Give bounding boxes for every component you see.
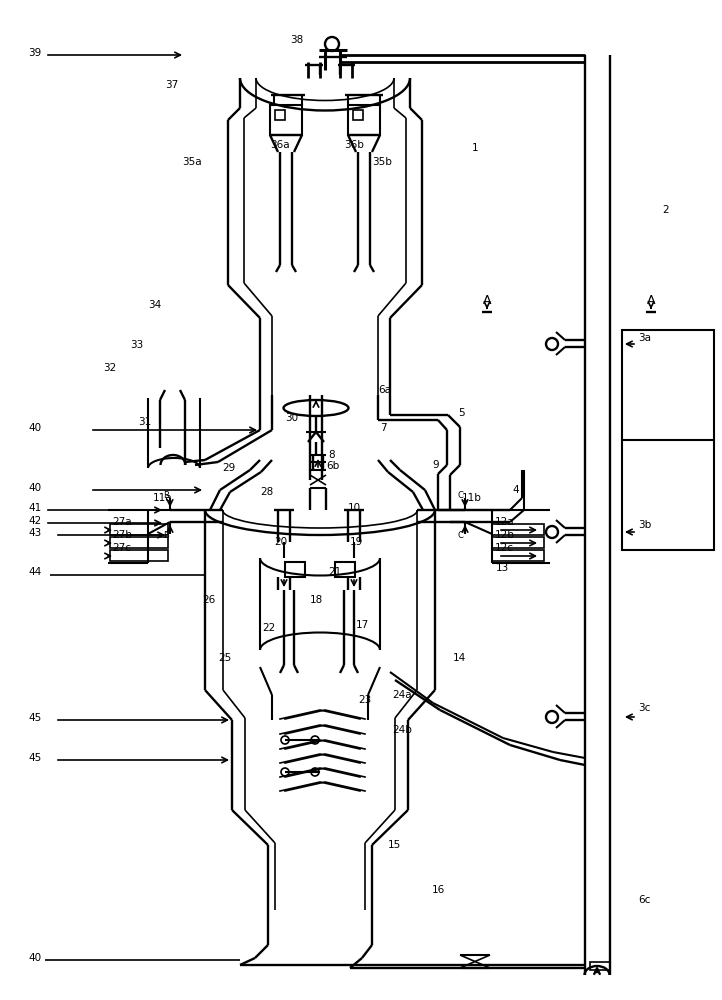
Bar [590, 962, 610, 970]
Text: 36a: 36a [270, 140, 290, 150]
Text: 37: 37 [165, 80, 178, 90]
Bar [275, 110, 285, 120]
Text: 20: 20 [274, 537, 287, 547]
Text: 38: 38 [290, 35, 303, 45]
Text: 31: 31 [138, 417, 151, 427]
Text: 10: 10 [348, 503, 361, 513]
Text: 22: 22 [262, 623, 275, 633]
Text: 24a: 24a [392, 690, 412, 700]
Text: 7: 7 [380, 423, 386, 433]
Text: 12b: 12b [495, 530, 515, 540]
Text: 13: 13 [496, 563, 509, 573]
Text: 27b: 27b [112, 530, 132, 540]
Text: 21: 21 [328, 567, 342, 577]
Text: 41: 41 [28, 503, 41, 513]
Bar [492, 537, 544, 548]
Text: 3a: 3a [638, 333, 651, 343]
Bar [492, 524, 544, 535]
Text: 26: 26 [202, 595, 215, 605]
Text: 40: 40 [28, 423, 41, 433]
Text: 4: 4 [512, 485, 518, 495]
Text: 42: 42 [28, 516, 41, 526]
Text: 5: 5 [458, 408, 465, 418]
Text: 27a: 27a [112, 517, 131, 527]
Text: 34: 34 [148, 300, 161, 310]
Text: 1: 1 [472, 143, 479, 153]
Text: 33: 33 [130, 340, 143, 350]
Text: 19: 19 [350, 537, 363, 547]
Text: 16: 16 [432, 885, 445, 895]
Bar [335, 562, 355, 577]
Text: 44: 44 [28, 567, 41, 577]
Text: A: A [483, 294, 491, 306]
Text: 30: 30 [285, 413, 298, 423]
Text: 6b: 6b [326, 461, 339, 471]
Text: 35b: 35b [372, 157, 392, 167]
Text: 23: 23 [358, 695, 371, 705]
Bar [622, 330, 714, 550]
Text: 27c: 27c [112, 543, 131, 553]
Bar [110, 537, 168, 548]
Text: 3b: 3b [638, 520, 651, 530]
Bar [270, 105, 302, 135]
Text: 18: 18 [310, 595, 323, 605]
Text: 8: 8 [328, 450, 334, 460]
Text: 45: 45 [28, 713, 41, 723]
Text: 9: 9 [432, 460, 439, 470]
Text: 35a: 35a [182, 157, 201, 167]
Text: 14: 14 [453, 653, 466, 663]
Text: 24b: 24b [392, 725, 412, 735]
Text: 17: 17 [356, 620, 369, 630]
Text: 40: 40 [28, 483, 41, 493]
Text: 45: 45 [28, 753, 41, 763]
Bar [348, 105, 380, 135]
Bar [353, 110, 363, 120]
Text: 11a: 11a [153, 493, 173, 503]
Text: 39: 39 [28, 48, 41, 58]
Text: 6a: 6a [378, 385, 391, 395]
Text: 11b: 11b [462, 493, 482, 503]
Text: 28: 28 [260, 487, 273, 497]
Text: 12a: 12a [495, 517, 515, 527]
Text: 29: 29 [222, 463, 235, 473]
Bar [110, 524, 168, 535]
Text: 25: 25 [218, 653, 231, 663]
Text: 12c: 12c [495, 543, 514, 553]
Text: 3c: 3c [638, 703, 651, 713]
Bar [110, 550, 168, 561]
Text: 32: 32 [103, 363, 116, 373]
Bar [285, 562, 305, 577]
Bar [492, 550, 544, 561]
Text: 43: 43 [28, 528, 41, 538]
Text: 40: 40 [28, 953, 41, 963]
Text: 15: 15 [388, 840, 401, 850]
Text: 2: 2 [662, 205, 669, 215]
Text: C: C [458, 491, 464, 500]
Text: B: B [163, 491, 169, 500]
Text: 36b: 36b [344, 140, 364, 150]
Text: 6c: 6c [638, 895, 651, 905]
Text: B: B [163, 530, 169, 540]
Text: A: A [647, 294, 656, 306]
Text: C: C [458, 530, 464, 540]
